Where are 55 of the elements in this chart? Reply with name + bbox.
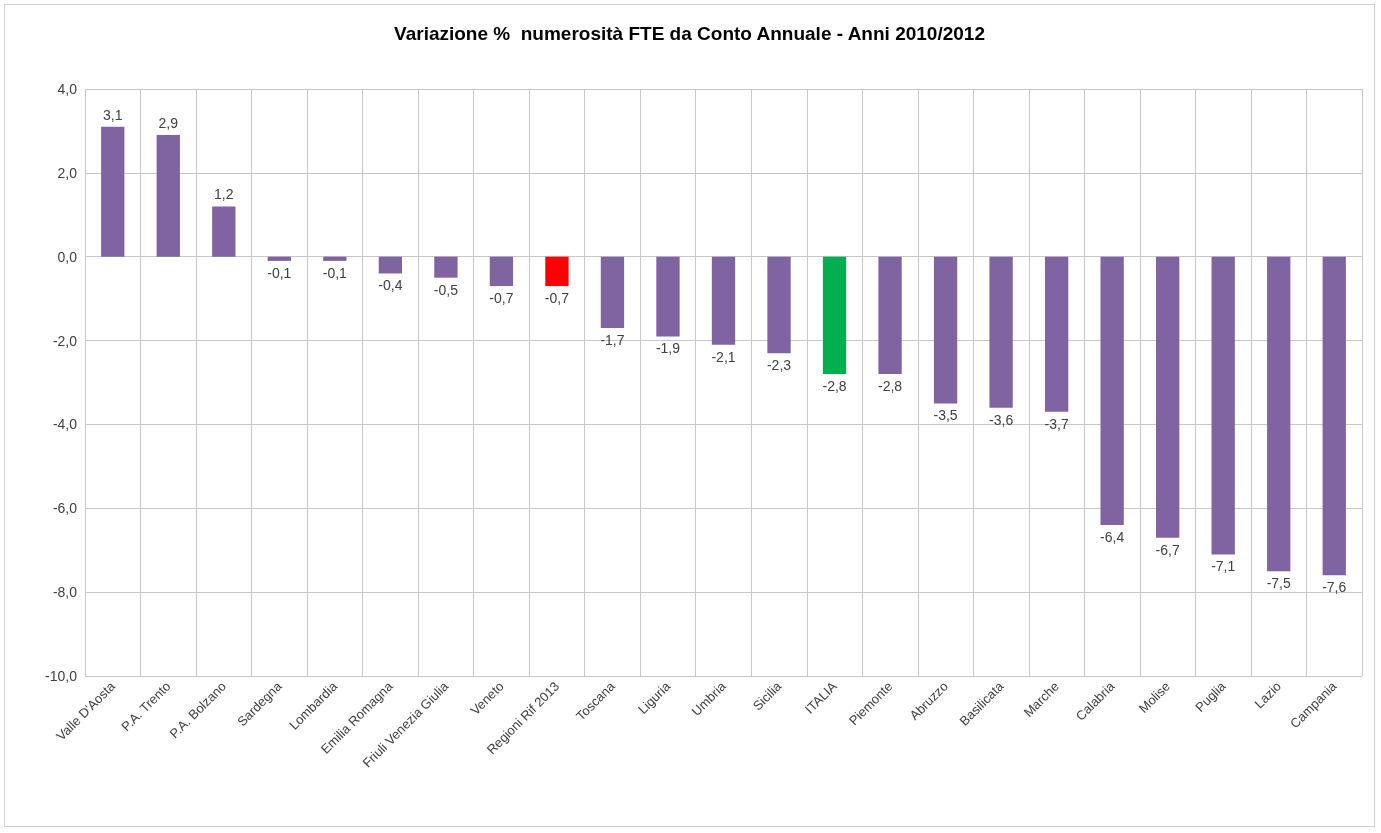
data-label: -1,7 [600,331,625,348]
bar [822,256,847,375]
bar [378,256,403,274]
data-label: -1,9 [655,340,681,357]
bar [489,256,514,287]
data-label: -0,7 [489,290,514,307]
data-label: 2,9 [158,115,179,132]
bar [711,256,736,345]
bar [933,256,958,404]
data-label: -0,7 [544,290,570,307]
bar [1044,256,1069,412]
y-tick-label: -6,0 [52,500,78,517]
bar [989,256,1013,408]
data-label: 3,1 [103,106,123,123]
bar [323,256,347,261]
bar [101,126,125,257]
bar [1156,256,1180,538]
data-label: -3,6 [989,411,1014,428]
data-label: -2,3 [766,357,792,374]
bar [1100,256,1124,526]
data-label: -0,4 [378,277,403,294]
bar [267,256,291,261]
bar [1211,256,1235,555]
chart-title: Variazione % numerosità FTE da Conto Annuale - Anni 2010/2012 [394,23,985,44]
bar [545,256,569,287]
data-label: -0,1 [267,264,292,281]
y-tick-label: -2,0 [52,332,78,349]
bar [1267,256,1291,572]
bar [156,135,180,257]
bar [212,206,236,257]
data-label: -0,5 [433,281,459,298]
data-label: -3,5 [933,407,958,424]
bar [434,256,458,278]
data-label: -2,8 [822,378,847,395]
data-label: -7,1 [1211,558,1236,575]
data-label: -2,8 [878,378,903,395]
y-tick-label: -8,0 [52,584,78,601]
data-label: -6,7 [1155,541,1180,558]
data-label: -2,1 [711,348,736,365]
y-tick-label: 4,0 [57,81,78,97]
data-label: -0,1 [322,264,348,281]
data-label: -3,7 [1044,415,1069,432]
data-label: 1,2 [214,186,234,203]
bar [878,256,902,375]
bar [656,256,680,337]
y-tick-label: 2,0 [57,164,78,181]
y-tick-label: -10,0 [45,668,78,684]
data-label: -7,5 [1266,575,1291,592]
y-tick-label: -4,0 [52,416,78,433]
bar [600,256,625,328]
bar [1322,256,1346,576]
y-tick-label: 0,0 [57,248,78,265]
bar [767,256,791,354]
data-label: -7,6 [1322,579,1347,596]
data-label: -6,4 [1100,529,1125,546]
